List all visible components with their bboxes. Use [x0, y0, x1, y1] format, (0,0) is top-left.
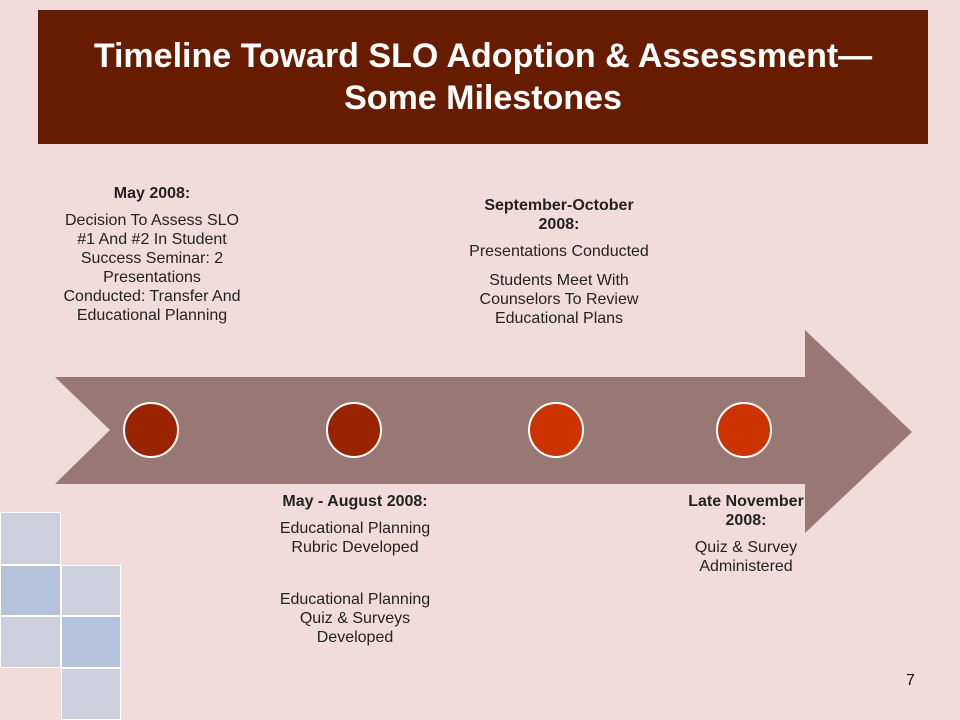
decor-square: [61, 616, 121, 668]
milestone-marker-2: [326, 402, 382, 458]
milestone-2: May - August 2008: Educational Planning …: [262, 492, 448, 653]
decor-square: [0, 565, 61, 616]
decor-square: [61, 565, 121, 616]
milestone-marker-1: [123, 402, 179, 458]
milestone-date: September-October 2008:: [484, 197, 634, 233]
milestone-item: Educational Planning Quiz & Surveys Deve…: [279, 591, 431, 646]
milestone-3: September-October 2008: Presentations Co…: [468, 196, 650, 334]
milestone-4: Late November 2008: Quiz & Survey Admini…: [668, 492, 824, 582]
decor-square: [61, 668, 121, 720]
arrow-shape: [55, 330, 912, 533]
milestone-marker-3: [528, 402, 584, 458]
decor-square: [0, 616, 61, 668]
milestone-1: May 2008: Decision To Assess SLO #1 And …: [62, 184, 242, 331]
title-bar: Timeline Toward SLO Adoption & Assessmen…: [38, 10, 928, 144]
milestone-date: Late November 2008:: [688, 493, 804, 529]
milestone-item: Students Meet With Counselors To Review …: [479, 272, 639, 327]
milestone-date: May 2008:: [113, 185, 191, 202]
decor-square: [0, 512, 61, 565]
slide-title: Timeline Toward SLO Adoption & Assessmen…: [93, 37, 873, 117]
milestone-marker-4: [716, 402, 772, 458]
milestone-item: Educational Planning Rubric Developed: [279, 520, 431, 556]
milestone-item: Decision To Assess SLO #1 And #2 In Stud…: [63, 212, 241, 324]
page-number: 7: [906, 672, 915, 689]
milestone-item: Quiz & Survey Administered: [694, 539, 798, 575]
milestone-date: May - August 2008:: [282, 493, 428, 510]
milestone-item: Presentations Conducted: [469, 243, 649, 260]
